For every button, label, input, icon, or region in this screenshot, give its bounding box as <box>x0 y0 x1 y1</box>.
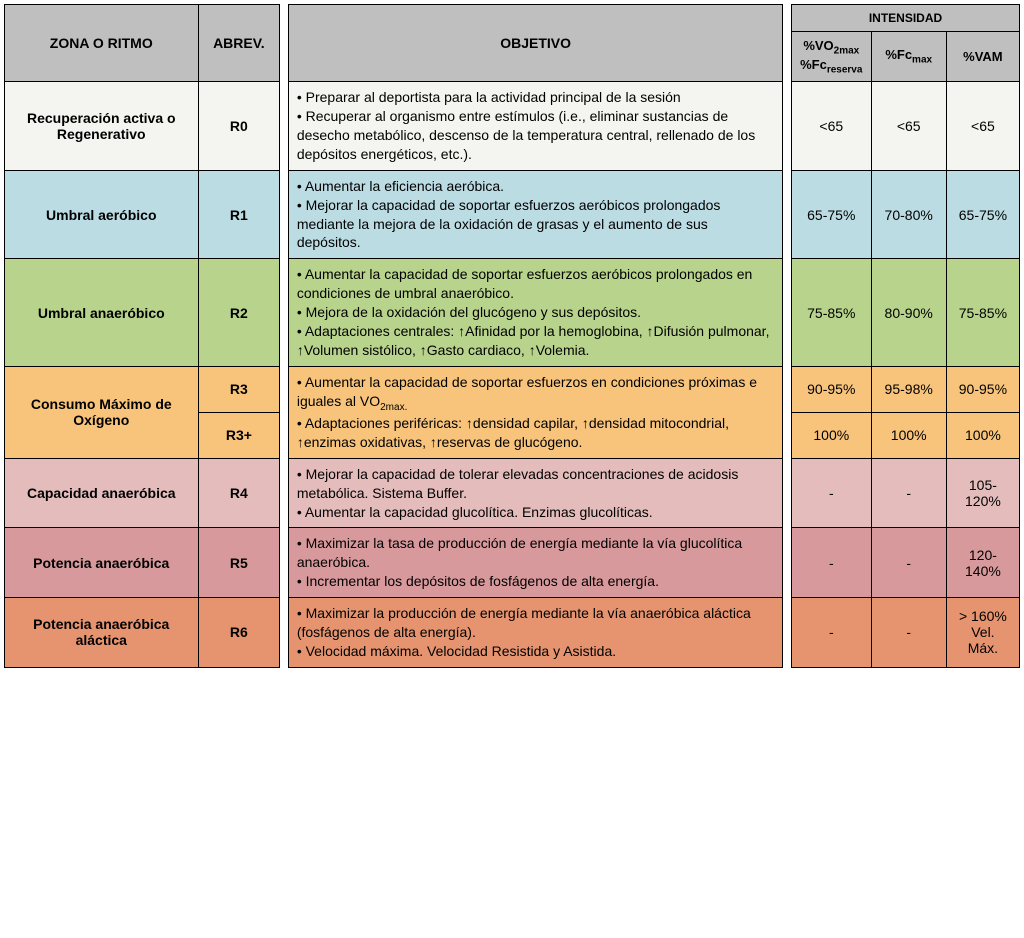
abrev-r0: R0 <box>198 82 280 171</box>
zone-r5: Potencia anaeróbica <box>5 528 199 598</box>
vo2-r5: - <box>792 528 872 598</box>
obj-r3: • Aumentar la capacidad de soportar esfu… <box>288 366 783 458</box>
abrev-r6: R6 <box>198 598 280 668</box>
vo2-r1: 65-75% <box>792 170 872 259</box>
row-r4: Capacidad anaeróbica R4 • Mejorar la cap… <box>5 458 1020 528</box>
vam-r1: 65-75% <box>946 170 1019 259</box>
obj-r0: • Preparar al deportista para la activid… <box>288 82 783 171</box>
fcmax-r0: <65 <box>871 82 946 171</box>
fcmax-r1: 70-80% <box>871 170 946 259</box>
hdr-objetivo: OBJETIVO <box>288 5 783 82</box>
vam-r4: 105-120% <box>946 458 1019 528</box>
zone-r2: Umbral anaeróbico <box>5 259 199 366</box>
fcmax-r4: - <box>871 458 946 528</box>
abrev-r4: R4 <box>198 458 280 528</box>
zone-r0: Recuperación activa o Regenerativo <box>5 82 199 171</box>
training-zones-table: ZONA O RITMO ABREV. OBJETIVO INTENSIDAD … <box>4 4 1020 668</box>
obj-r5: • Maximizar la tasa de producción de ene… <box>288 528 783 598</box>
abrev-r5: R5 <box>198 528 280 598</box>
abrev-r2: R2 <box>198 259 280 366</box>
abrev-r3: R3 <box>198 366 280 412</box>
vo2-r3a: 90-95% <box>792 366 872 412</box>
vo2-r4: - <box>792 458 872 528</box>
obj-r2: • Aumentar la capacidad de soportar esfu… <box>288 259 783 366</box>
vo2-r3b: 100% <box>792 412 872 458</box>
obj-r1: • Aumentar la eficiencia aeróbica. • Mej… <box>288 170 783 259</box>
hdr-abrev: ABREV. <box>198 5 280 82</box>
vo2-r6: - <box>792 598 872 668</box>
hdr-fcmax: %Fcmax <box>871 32 946 82</box>
fcmax-r3a: 95-98% <box>871 366 946 412</box>
fcmax-r6: - <box>871 598 946 668</box>
hdr-vam: %VAM <box>946 32 1019 82</box>
fcmax-r3b: 100% <box>871 412 946 458</box>
row-r0: Recuperación activa o Regenerativo R0 • … <box>5 82 1020 171</box>
zone-r4: Capacidad anaeróbica <box>5 458 199 528</box>
zone-r1: Umbral aeróbico <box>5 170 199 259</box>
vo2-r0: <65 <box>792 82 872 171</box>
row-r2: Umbral anaeróbico R2 • Aumentar la capac… <box>5 259 1020 366</box>
hdr-intensidad: INTENSIDAD <box>792 5 1020 32</box>
abrev-r3plus: R3+ <box>198 412 280 458</box>
fcmax-r2: 80-90% <box>871 259 946 366</box>
header-row-1: ZONA O RITMO ABREV. OBJETIVO INTENSIDAD <box>5 5 1020 32</box>
row-r6: Potencia anaeróbica aláctica R6 • Maximi… <box>5 598 1020 668</box>
vam-r0: <65 <box>946 82 1019 171</box>
obj-r4: • Mejorar la capacidad de tolerar elevad… <box>288 458 783 528</box>
vam-r3a: 90-95% <box>946 366 1019 412</box>
vam-r2: 75-85% <box>946 259 1019 366</box>
zone-r3: Consumo Máximo de Oxígeno <box>5 366 199 458</box>
fcmax-r5: - <box>871 528 946 598</box>
row-r5: Potencia anaeróbica R5 • Maximizar la ta… <box>5 528 1020 598</box>
vam-r3b: 100% <box>946 412 1019 458</box>
obj-r6: • Maximizar la producción de energía med… <box>288 598 783 668</box>
hdr-vo2: %VO2max %Fcreserva <box>792 32 872 82</box>
row-r1: Umbral aeróbico R1 • Aumentar la eficien… <box>5 170 1020 259</box>
vo2-r2: 75-85% <box>792 259 872 366</box>
hdr-zona: ZONA O RITMO <box>5 5 199 82</box>
abrev-r1: R1 <box>198 170 280 259</box>
row-r3a: Consumo Máximo de Oxígeno R3 • Aumentar … <box>5 366 1020 412</box>
vam-r5: 120-140% <box>946 528 1019 598</box>
zone-r6: Potencia anaeróbica aláctica <box>5 598 199 668</box>
vam-r6: > 160% Vel. Máx. <box>946 598 1019 668</box>
